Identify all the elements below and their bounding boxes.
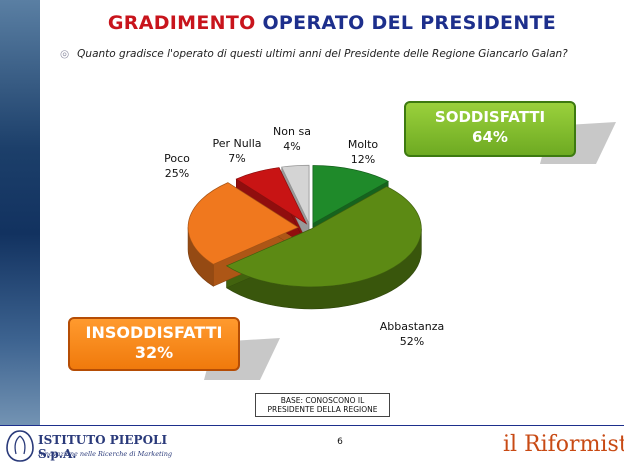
base-note-line1: BASE: CONOSCONO IL [280, 396, 365, 405]
pie-slice-per-nulla [235, 167, 308, 225]
question-text: Quanto gradisce l'operato di questi ulti… [77, 48, 568, 60]
sidebar-gradient [0, 0, 40, 425]
slice-label-molto: Molto 12% [348, 138, 379, 166]
page-number: 6 [337, 437, 343, 447]
piepoli-tagline: Innovazione nelle Ricerche di Marketing [38, 450, 173, 458]
piepoli-logo: ISTITUTO PIEPOLI S.p.A. Innovazione nell… [4, 428, 174, 466]
unsatisfied-label: INSODDISFATTI [85, 323, 223, 342]
piepoli-emblem-icon [6, 430, 34, 462]
base-note-line2: PRESIDENTE DELLA REGIONE [267, 405, 378, 414]
slice-label-poco: Poco 25% [164, 152, 190, 180]
title-part2: OPERATO DEL PRESIDENTE [262, 12, 557, 34]
pie-slice-non-sa [281, 164, 310, 224]
slice-label-abbastanza: Abbastanza 52% [380, 320, 445, 348]
pie-slice-molto [312, 165, 389, 225]
page-title: GRADIMENTO OPERATO DEL PRESIDENTE [40, 12, 624, 34]
riformista-text: il Riformista [503, 432, 624, 457]
slice-label-per-nulla: Per Nulla 7% [212, 137, 261, 165]
satisfied-value: 64% [472, 128, 508, 146]
satisfied-label: SODDISFATTI [434, 108, 546, 126]
base-note: BASE: CONOSCONO IL PRESIDENTE DELLA REGI… [255, 393, 390, 417]
title-part1: GRADIMENTO [107, 12, 256, 34]
riformista-logo: il Riformista [497, 430, 624, 462]
bullet-icon: ◎ [60, 48, 70, 60]
footer-divider [0, 425, 624, 426]
pie-slice-poco [187, 182, 299, 265]
survey-question: ◎ Quanto gradisce l'operato di questi ult… [60, 48, 620, 60]
unsatisfied-value: 32% [134, 343, 174, 362]
piepoli-name: ISTITUTO PIEPOLI S.p.A. [38, 433, 168, 461]
slice-label-non-sa: Non sa 4% [273, 125, 311, 153]
pie-slice-abbastanza [225, 186, 422, 288]
satisfied-box: SODDISFATTI 64% [404, 101, 576, 157]
unsatisfied-box: INSODDISFATTI 32% [68, 317, 240, 371]
